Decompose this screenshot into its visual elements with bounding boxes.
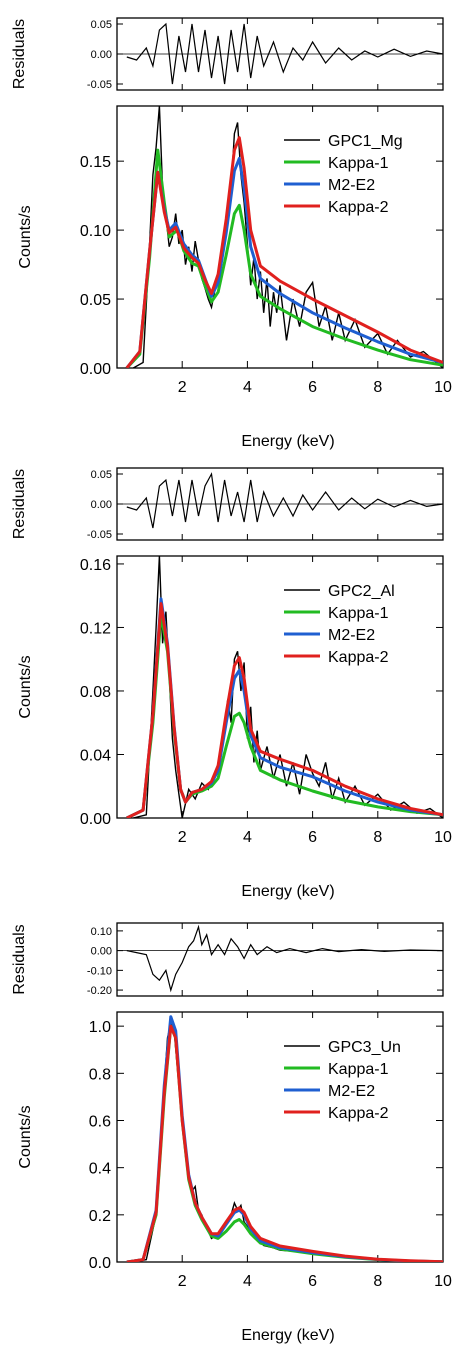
y-tick-label: 0.00: [80, 361, 111, 378]
plot-frame: [116, 555, 444, 819]
x-tick-label: 2: [178, 1273, 187, 1290]
x-tick-label: 8: [373, 379, 382, 396]
residual-tick-label: -0.20: [87, 985, 112, 997]
y-tick-label: 0.16: [80, 557, 111, 574]
y-tick-label: 0.2: [89, 1208, 111, 1225]
x-tick-label: 6: [308, 379, 317, 396]
y-tick-label: 0.4: [89, 1161, 111, 1178]
legend-label: Kappa-2: [328, 199, 389, 216]
legend-label: Kappa-1: [328, 155, 389, 172]
y-tick-label: 1.0: [89, 1019, 111, 1036]
legend-label: GPC3_Un: [328, 1039, 401, 1056]
legend-label: M2-E2: [328, 627, 375, 644]
y-axis-label: Counts/s: [17, 1105, 34, 1168]
y-tick-label: 0.6: [89, 1113, 111, 1130]
residual-tick-label: 0.05: [91, 19, 112, 31]
residual-tick-label: 0.00: [91, 499, 112, 511]
residual-axis-label: Residuals: [11, 469, 28, 539]
legend-label: GPC1_Mg: [328, 133, 403, 150]
residual-tick-label: -0.10: [87, 965, 112, 977]
residual-tick-label: -0.05: [87, 79, 112, 91]
residual-axis-label: Residuals: [11, 19, 28, 89]
series-kappa-2: [126, 1024, 443, 1262]
x-tick-label: 4: [243, 829, 252, 846]
residual-axis-label: Residuals: [11, 924, 28, 994]
residual-frame: [116, 922, 444, 997]
y-tick-label: 0.10: [80, 223, 111, 240]
panel-2: 0.05 0.00 -0.05 Residuals 0.00 0.04 0.08 0.12 0.…: [11, 467, 452, 900]
x-axis-label: Energy (keV): [241, 883, 334, 900]
x-axis-label: Energy (keV): [241, 1327, 334, 1344]
y-axis-label: Counts/s: [17, 655, 34, 718]
panel-3: 0.10 0.00 -0.10 -0.20 Residuals 0.0 0.2 0.4 0.6 0…: [11, 922, 452, 1344]
legend-label: GPC2_Al: [328, 583, 395, 600]
legend-label: Kappa-1: [328, 1061, 389, 1078]
y-tick-label: 0.15: [80, 154, 111, 171]
residual-tick-label: 0.00: [91, 49, 112, 61]
y-tick-label: 0.12: [80, 620, 111, 637]
x-axis-label: Energy (keV): [241, 433, 334, 450]
y-tick-label: 0.00: [80, 811, 111, 828]
legend-label: Kappa-2: [328, 1105, 389, 1122]
y-tick-label: 0.04: [80, 747, 111, 764]
legend-label: Kappa-1: [328, 605, 389, 622]
y-axis-label: Counts/s: [17, 205, 34, 268]
residual-tick-label: 0.10: [91, 926, 112, 938]
y-tick-label: 0.8: [89, 1066, 111, 1083]
series-observed: [133, 1021, 443, 1262]
x-tick-label: 4: [243, 1273, 252, 1290]
residual-tick-label: -0.05: [87, 529, 112, 541]
residual-tick-label: 0.05: [91, 469, 112, 481]
residual-series: [126, 472, 444, 529]
residual-series: [126, 22, 444, 85]
series-kappa-2: [125, 136, 443, 368]
x-tick-label: 6: [308, 1273, 317, 1290]
panel-1: 0.05 0.00 -0.05 Residuals 0.00 0.05 0.10 0.15 2 4…: [11, 17, 452, 450]
y-tick-label: 0.08: [80, 684, 111, 701]
plot-frame: [116, 105, 444, 369]
x-tick-label: 6: [308, 829, 317, 846]
residual-tick-label: 0.00: [91, 946, 112, 958]
residual-series: [126, 924, 444, 993]
legend-label: Kappa-2: [328, 649, 389, 666]
x-tick-label: 2: [178, 379, 187, 396]
x-tick-label: 8: [373, 829, 382, 846]
x-tick-label: 2: [178, 829, 187, 846]
legend-label: M2-E2: [328, 1083, 375, 1100]
series-kappa-1: [126, 1024, 443, 1262]
series-m2-e2: [125, 156, 443, 368]
series-m2-e2: [126, 597, 443, 818]
series-kappa-2: [126, 602, 443, 818]
x-tick-label: 10: [434, 379, 452, 396]
x-tick-label: 8: [373, 1273, 382, 1290]
legend-label: M2-E2: [328, 177, 375, 194]
x-tick-label: 10: [434, 1273, 452, 1290]
plot-frame: [116, 1011, 444, 1263]
x-tick-label: 4: [243, 379, 252, 396]
y-tick-label: 0.0: [89, 1255, 111, 1272]
x-tick-label: 10: [434, 829, 452, 846]
y-tick-label: 0.05: [80, 292, 111, 309]
